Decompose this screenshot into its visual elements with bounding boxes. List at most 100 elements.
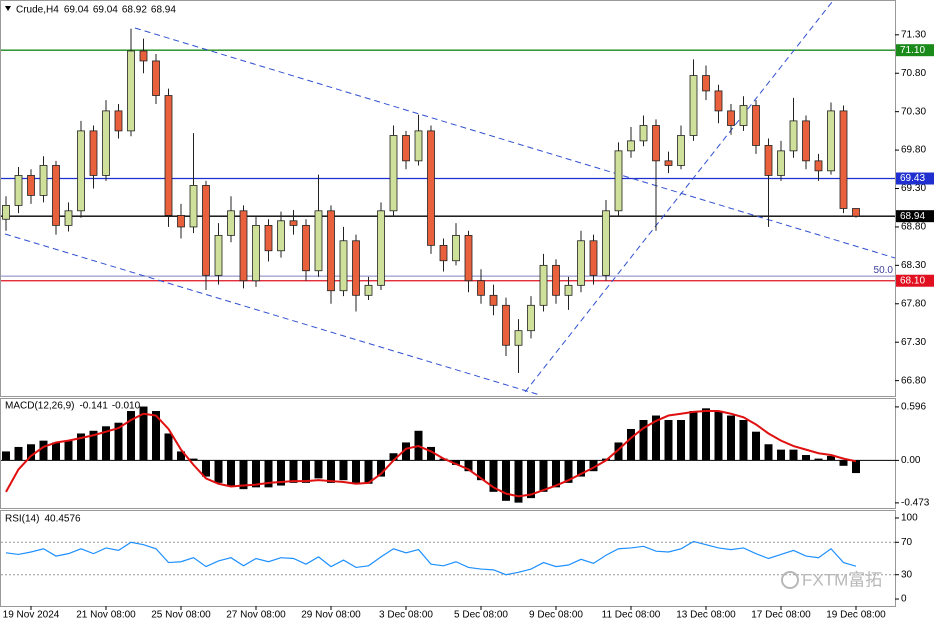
macd-bar (402, 442, 410, 461)
candle-body (39, 165, 48, 196)
candle-body (614, 150, 623, 212)
macd-bar (277, 460, 285, 486)
macd-bar (552, 460, 560, 488)
rsi-line (5, 540, 857, 576)
x-tick-label: 19 Dec 08:00 (826, 610, 886, 621)
watermark: FXTM富拓 (802, 570, 882, 589)
macd-bar (514, 460, 523, 503)
macd-bar (389, 453, 398, 461)
candle-body (389, 135, 398, 212)
candle-body (464, 234, 473, 282)
x-tick-label: 9 Dec 08:00 (529, 610, 583, 621)
y-tick-label: 67.30 (901, 337, 926, 348)
x-tick-label: 5 Dec 08:00 (454, 610, 508, 621)
macd-bar (652, 415, 660, 461)
macd-bar (189, 458, 198, 461)
candle-body (402, 135, 410, 162)
candle-body (352, 240, 360, 296)
macd-bar (2, 451, 10, 461)
macd-bar (839, 460, 848, 466)
candle-body (727, 110, 735, 126)
candle-body (564, 284, 573, 296)
macd-bar (202, 460, 210, 477)
channel-lower (4, 233, 541, 396)
y-tick-label: 0.596 (901, 402, 926, 413)
macd-bar (714, 411, 723, 461)
macd-bar (39, 440, 48, 461)
macd-bar (427, 446, 435, 461)
macd-bar (814, 458, 823, 461)
candle-body (327, 210, 335, 292)
macd-bar (114, 422, 123, 461)
candle-body (702, 75, 710, 92)
macd-bar (789, 449, 798, 461)
macd-bar (352, 460, 360, 483)
panel-title: RSI(14) (5, 514, 39, 525)
macd-bar (14, 446, 23, 461)
y-tick-label: 0.00 (901, 455, 921, 466)
candle-body (452, 234, 460, 262)
macd-bar (777, 449, 785, 461)
watermark-icon (781, 571, 799, 589)
price-level-tag (896, 172, 934, 185)
macd-bar (764, 444, 773, 461)
x-tick-label: 27 Nov 08:00 (226, 610, 286, 621)
candle-body (314, 210, 323, 272)
candle-body (689, 75, 698, 136)
candle-body (339, 240, 348, 292)
candle-body (827, 110, 835, 172)
macd-bar (102, 426, 110, 461)
candle-body (777, 150, 785, 176)
macd-bar (27, 444, 35, 461)
collapse-arrow[interactable] (5, 6, 11, 11)
candle-body (489, 294, 498, 306)
signal-line (5, 410, 857, 498)
y-tick-label: 67.80 (901, 298, 926, 309)
x-tick-label: 29 Nov 08:00 (301, 610, 361, 621)
x-tick-label: 19 Nov 2024 (3, 610, 60, 621)
macd-bar (177, 451, 185, 461)
candle-body (427, 130, 435, 246)
header-value: -0.010 (112, 401, 141, 412)
candle-body (277, 220, 285, 252)
candle-body (814, 160, 823, 172)
candle-body (677, 135, 685, 166)
y-tick-label: 71.30 (901, 29, 926, 40)
macd-bar (289, 460, 298, 483)
macd-bar (577, 460, 585, 477)
price-level-label: 71.10 (900, 45, 925, 56)
macd-bar (539, 460, 548, 492)
candle-body (302, 224, 310, 272)
y-tick-label: 69.80 (901, 145, 926, 156)
candle-body (364, 284, 373, 296)
candle-body (214, 234, 223, 276)
macd-panel (0, 398, 896, 509)
macd-bar (214, 460, 223, 483)
candle-body (264, 224, 273, 252)
candle-body (252, 224, 260, 282)
macd-bar (227, 460, 235, 486)
candle-body (539, 264, 548, 306)
y-tick-label: 70.30 (901, 106, 926, 117)
panel-title: MACD(12,26,9) (5, 401, 74, 412)
header-value: 40.4576 (44, 514, 81, 525)
candle-body (114, 110, 123, 132)
x-tick-label: 13 Dec 08:00 (676, 610, 736, 621)
price-level-label: 68.94 (900, 211, 925, 222)
macd-bar (152, 411, 160, 461)
candle-body (852, 208, 860, 217)
candle-body (589, 240, 598, 276)
candle-body (177, 215, 185, 228)
x-tick-label: 3 Dec 08:00 (379, 610, 433, 621)
candle-body (239, 210, 248, 282)
y-tick-label: 68.80 (901, 222, 926, 233)
macd-bar (314, 460, 323, 479)
candle-body (652, 125, 660, 162)
macd-bar (489, 460, 498, 492)
macd-bar (339, 460, 348, 481)
macd-bar (702, 408, 710, 461)
macd-bar (564, 460, 573, 483)
macd-bar (164, 433, 173, 461)
